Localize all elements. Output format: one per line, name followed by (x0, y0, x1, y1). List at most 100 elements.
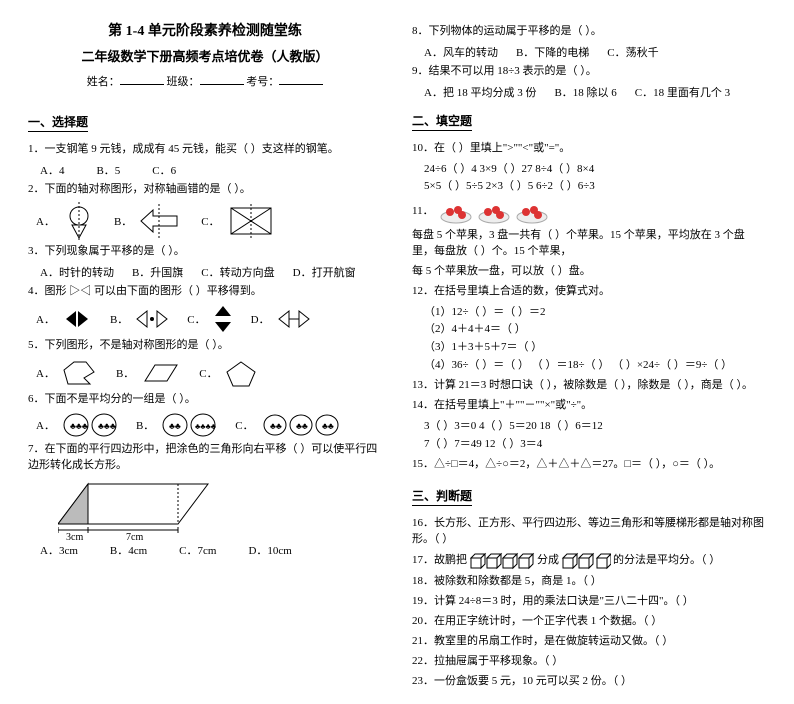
q10-line1: 24÷6（ ）4 3×9（ ）27 8÷4（ ）8×4 (424, 161, 766, 179)
q6-opt-a: A． (36, 417, 55, 433)
q14-stem: 14．在括号里填上"＋""－""×"或"÷"。 (412, 398, 766, 414)
main-title: 第 1-4 单元阶段素养检测随堂练 (28, 20, 382, 40)
q2-opt-a: A． (36, 213, 55, 229)
q1-stem: 1．一支钢笔 9 元钱，成成有 45 元钱，能买（ ）支这样的钢笔。 (28, 142, 382, 158)
q15-stem: 15．△÷□＝4，△÷○＝2，△＋△＋△＝27。□＝（ ），○＝（ ）。 (412, 457, 766, 473)
q5-opt-a: A． (36, 365, 55, 381)
svg-text:♣♣♣: ♣♣♣ (98, 421, 116, 431)
q9-opt-c: C．18 里面有几个 3 (635, 84, 730, 100)
q12-4: （4）36÷（ ）＝（ ） （ ）＝18÷（ ） （ ）×24÷（ ）＝9÷（ … (424, 357, 766, 375)
q11-plates-icon (440, 200, 550, 224)
q7-figure: 3cm 7cm (58, 478, 218, 540)
svg-text:♣♣: ♣♣ (169, 421, 181, 431)
q8-opt-c: C．荡秋千 (607, 44, 658, 60)
q21-stem: 21．教室里的吊扇工作时，是在做旋转运动又做。（ ） (412, 634, 766, 650)
q6-fig-a: ♣♣♣ ♣♣♣ (62, 412, 118, 438)
q3-opt-b: B．升国旗 (132, 264, 183, 280)
q19-stem: 19．计算 24÷8＝3 时，用的乘法口诀是"三八二十四"。（ ） (412, 594, 766, 610)
svg-text:♣♣: ♣♣ (322, 421, 334, 431)
svg-text:♣♣♣♣: ♣♣♣♣ (195, 422, 217, 431)
q5-stem: 5．下列图形，不是轴对称图形的是（ ）。 (28, 338, 382, 354)
q7-opt-b: B．4cm (110, 542, 147, 558)
q4-fig-b (135, 309, 169, 329)
q7-dim1: 3cm (66, 532, 83, 540)
q1-opt-a: A．4 (40, 162, 64, 178)
q9-stem: 9．结果不可以用 18÷3 表示的是（ ）。 (412, 64, 766, 80)
q6-fig-c: ♣♣ ♣♣ ♣♣ (261, 412, 341, 438)
q12-3: （3）1＋3＋5＋7＝（ ） (424, 339, 766, 357)
q12-stem: 12．在括号里填上合适的数，使算式对。 (412, 284, 766, 300)
q7-opt-d: D．10cm (248, 542, 291, 558)
q4-fig-d (277, 309, 311, 329)
section-2-title: 二、填空题 (412, 112, 472, 131)
q7-opt-a: A．3cm (40, 542, 78, 558)
q4-fig-c (213, 304, 233, 334)
q2-fig-c (227, 204, 275, 238)
q10-line2: 5×5（ ）5÷5 2×3（ ）5 6÷2（ ）6÷3 (424, 178, 766, 196)
q4-opt-c: C． (187, 311, 205, 327)
q5-fig-c (225, 358, 257, 388)
q4-opt-d: D． (251, 311, 270, 327)
q4-stem: 4．图形 ▷◁ 可以由下面的图形（ ）平移得到。 (28, 284, 382, 300)
q17-stem: 17．故鹏把 (412, 553, 467, 569)
q23-stem: 23．一份盒饭要 5 元，10 元可以买 2 份。（ ） (412, 674, 766, 690)
svg-text:♣♣: ♣♣ (270, 421, 282, 431)
exam-label: 考号： (246, 76, 279, 88)
q1-opt-b: B．5 (96, 162, 120, 178)
q9-opt-a: A．把 18 平均分成 3 份 (424, 84, 536, 100)
q7-dim2: 7cm (126, 532, 143, 540)
q17-text2: 的分法是平均分。（ ） (613, 553, 720, 569)
q8-opt-b: B．下降的电梯 (516, 44, 589, 60)
q18-stem: 18．被除数和除数都是 5，商是 1。（ ） (412, 574, 766, 590)
q5-fig-b (141, 361, 181, 385)
q6-opt-c: C． (235, 417, 253, 433)
q4-opt-a: A． (36, 311, 55, 327)
q17-sep: 分成 (537, 553, 559, 569)
q7-stem: 7．在下面的平行四边形中，把涂色的三角形向右平移（ ）可以使平行四边形转化成长方… (28, 442, 382, 474)
q5-fig-a (62, 358, 98, 388)
q22-stem: 22．拉抽屉属于平移现象。（ ） (412, 654, 766, 670)
q14-line1: 3（ ）3＝0 4（ ）5＝20 18（ ）6＝12 (424, 418, 766, 436)
student-info-line: 姓名： 班级： 考号： (28, 73, 382, 89)
q6-opt-b: B． (136, 417, 154, 433)
q5-opt-b: B． (116, 365, 134, 381)
q2-opt-b: B． (114, 213, 132, 229)
q3-opt-c: C．转动方向盘 (201, 264, 274, 280)
q10-stem: 10．在（ ）里填上">""<"或"="。 (412, 141, 766, 157)
q11-text2: 每 5 个苹果放一盘，可以放（ ）盘。 (412, 264, 766, 280)
q2-fig-a (62, 202, 96, 240)
q12-1: （1）12÷（ ）＝（ ）＝2 (424, 304, 766, 322)
q3-opt-d: D．打开航窗 (293, 264, 356, 280)
section-3-title: 三、判断题 (412, 487, 472, 506)
q8-stem: 8．下列物体的运动属于平移的是（ ）。 (412, 24, 766, 40)
svg-text:♣♣♣: ♣♣♣ (70, 421, 88, 431)
q17-cubes-left-icon (469, 552, 535, 570)
q13-stem: 13．计算 21＝3 时想口诀（ ），被除数是（ ），除数是（ ），商是（ ）。 (412, 378, 766, 394)
q2-opt-c: C． (201, 213, 219, 229)
sub-title: 二年级数学下册高频考点培优卷（人教版） (28, 46, 382, 65)
name-label: 姓名： (87, 76, 120, 88)
q11-stem: 11． (412, 204, 434, 220)
q3-stem: 3．下列现象属于平移的是（ ）。 (28, 244, 382, 260)
q4-fig-a (62, 307, 92, 331)
q6-stem: 6．下面不是平均分的一组是（ ）。 (28, 392, 382, 408)
q14-line2: 7（ ）7＝49 12（ ）3＝4 (424, 436, 766, 454)
q2-fig-b (139, 204, 183, 238)
class-label: 班级： (167, 76, 200, 88)
q6-fig-b: ♣♣ ♣♣♣♣ (161, 412, 217, 438)
q20-stem: 20．在用正字统计时，一个正字代表 1 个数据。（ ） (412, 614, 766, 630)
svg-text:♣♣: ♣♣ (296, 421, 308, 431)
q7-opt-c: C．7cm (179, 542, 216, 558)
q12-2: （2）4＋4＋4＝（ ） (424, 321, 766, 339)
q1-opt-c: C．6 (152, 162, 176, 178)
q3-opt-a: A．时针的转动 (40, 264, 114, 280)
q4-opt-b: B． (110, 311, 128, 327)
q9-opt-b: B．18 除以 6 (554, 84, 616, 100)
q5-opt-c: C． (199, 365, 217, 381)
q16-stem: 16．长方形、正方形、平行四边形、等边三角形和等腰梯形都是轴对称图形。（ ） (412, 516, 766, 548)
q17-cubes-right-icon (561, 552, 611, 570)
section-1-title: 一、选择题 (28, 113, 88, 132)
q2-stem: 2．下面的轴对称图形，对称轴画错的是（ ）。 (28, 182, 382, 198)
q11-text1: 每盘 5 个苹果，3 盘一共有（ ）个苹果。15 个苹果，平均放在 3 个盘里，… (412, 228, 766, 260)
q8-opt-a: A．风车的转动 (424, 44, 498, 60)
